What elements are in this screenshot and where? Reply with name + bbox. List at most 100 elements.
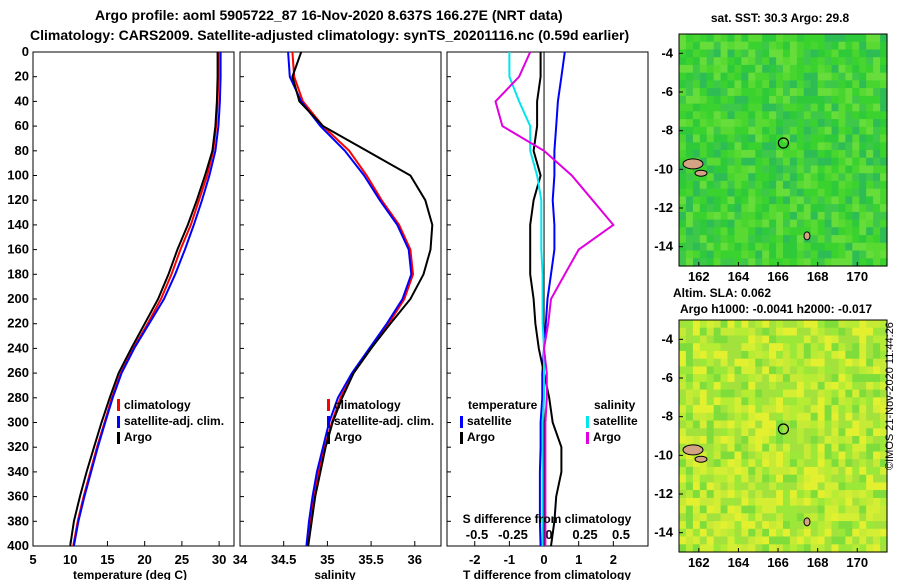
map-cell [679,428,687,437]
map-cell [748,72,756,81]
map-cell [748,320,756,329]
map-cell [727,57,735,66]
map-cell [692,227,701,236]
map-cell [789,381,798,391]
legend-swatch-t-argo [460,432,463,444]
map-cell [838,173,846,182]
map-lat-label: -10 [654,447,673,462]
map-cell [706,335,715,344]
map-cell [727,528,735,538]
map-cell [679,358,687,367]
map-cell [776,80,784,89]
map-cell [685,173,694,182]
map-cell [824,49,833,58]
map-cell [706,142,715,151]
map-cell [720,327,729,336]
map-cell [873,95,881,105]
map-cell [838,536,846,545]
map-cell [866,242,874,252]
map-cell [713,95,722,105]
map-cell [720,196,729,205]
map-cell [866,466,874,476]
map-cell [796,497,805,507]
map-cell [720,320,729,329]
map-cell [706,103,715,112]
map-cell [734,374,742,383]
map-cell [817,134,826,143]
map-cell [866,227,874,236]
map-cell [859,157,867,166]
map-cell [789,165,798,174]
map-cell [713,204,722,213]
map-cell [845,111,853,120]
temperature-legend: climatology satellite-adj. clim. Argo [117,398,224,444]
x-tick-label: 15 [100,552,114,567]
map-cell [803,412,812,422]
map-lat-label: -12 [654,200,673,215]
map-cell [727,134,735,143]
map-cell [831,204,839,213]
map-cell [692,405,701,414]
map-cell [810,88,819,97]
map-cell [776,204,784,213]
map-cell [762,505,770,514]
map-cell [748,211,756,221]
map-cell [817,350,826,360]
map-cell [810,374,819,383]
map-cell [789,521,798,530]
map-cell [810,227,819,236]
depth-tick-label: 220 [7,316,29,331]
map-cell [713,196,722,205]
map-cell [852,204,860,213]
map-cell [699,173,708,182]
map-cell [824,150,833,159]
map-cell [838,204,846,213]
map-cell [810,111,819,120]
map-cell [762,126,770,136]
map-cell [796,180,805,190]
map-cell [727,443,735,452]
map-cell [796,320,805,329]
map-cell [679,436,687,445]
map-cell [880,505,888,514]
map-cell [755,536,763,545]
map-cell [838,88,846,97]
map-cell [755,134,763,143]
map-cell [720,544,729,553]
map-cell [873,505,881,514]
map-cell [685,420,694,429]
map-cell [720,250,729,259]
map-cell [741,490,749,499]
map-cell [713,466,722,476]
map-cell [776,235,784,244]
map-cell [769,126,777,136]
map-cell [789,327,798,336]
map-cell [859,482,867,491]
x-tick-label: 0 [540,552,547,567]
map-cell [845,513,853,522]
map-cell [873,103,881,112]
map-cell [776,34,784,43]
map-cell [692,436,701,445]
map-cell [748,405,756,414]
map-cell [734,397,742,406]
map-cell [762,72,770,81]
map-cell [824,343,833,352]
map-cell [796,235,805,244]
map-cell [741,165,749,174]
map-cell [713,343,722,352]
map-cell [824,157,833,166]
map-cell [706,64,715,74]
map-cell [866,150,874,159]
land-island [682,444,704,456]
map-cell [699,150,708,159]
map-cell [727,358,735,367]
map-cell [831,165,839,174]
map-cell [796,466,805,476]
map-cell [720,443,729,452]
map-cell [783,88,791,97]
map-cell [699,95,708,105]
map-cell [810,490,819,499]
x-tick-label: 34.5 [271,552,296,567]
map-cell [762,350,770,360]
